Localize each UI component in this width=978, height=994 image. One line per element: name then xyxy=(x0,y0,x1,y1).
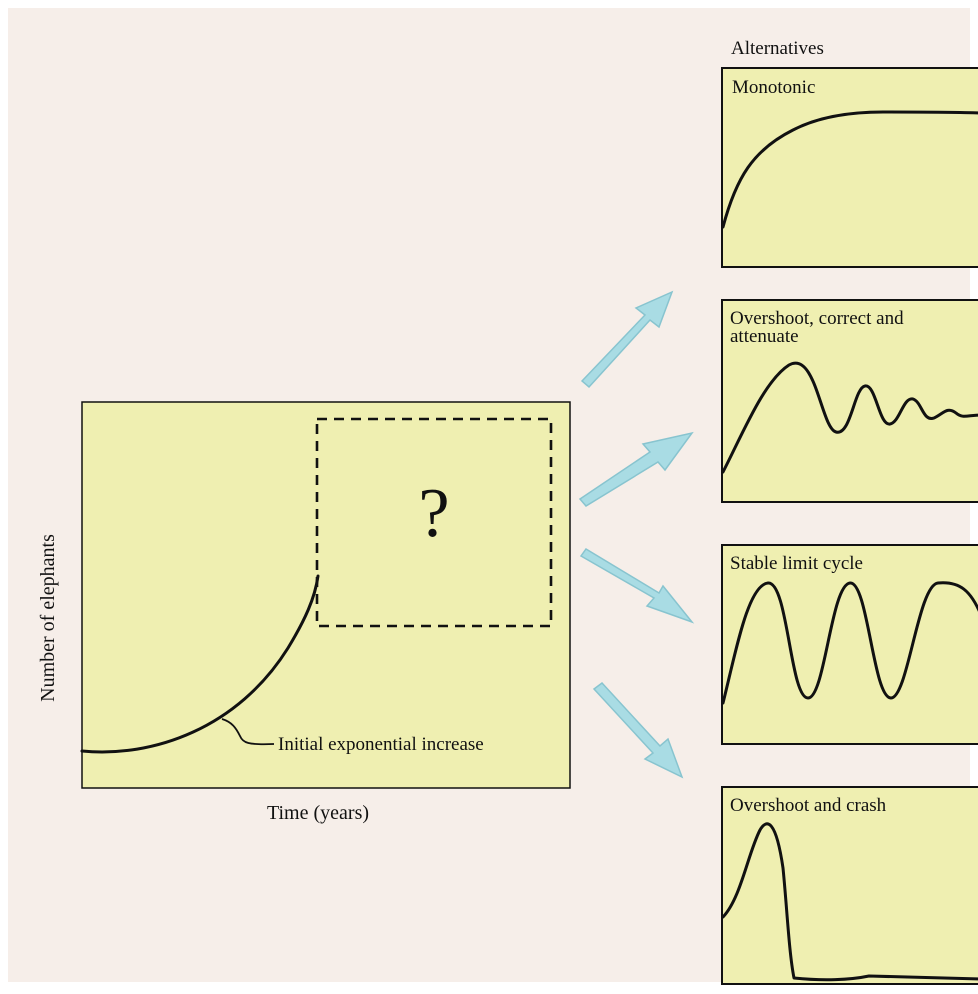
attenuate-curve xyxy=(721,361,978,474)
curve-label-leader xyxy=(221,718,275,746)
population-scenarios-diagram: ? Initial exponential increase Time (yea… xyxy=(37,38,978,985)
y-axis-label: Number of elephants xyxy=(37,534,59,702)
alternative-panel-crash: Overshoot and crash xyxy=(721,786,978,985)
alternative-panel-attenuate: Overshoot, correct and attenuate xyxy=(721,299,978,503)
x-axis-label: Time (years) xyxy=(267,802,369,824)
arrow-to-crash xyxy=(592,681,684,779)
crash-curve xyxy=(721,822,978,982)
alternative-title-crash: Overshoot and crash xyxy=(730,795,887,816)
main-curve-label: Initial exponential increase xyxy=(278,734,484,755)
alternative-title-attenuate-line-2: attenuate xyxy=(730,326,799,347)
exponential-curve xyxy=(80,574,320,754)
limit-cycle-curve xyxy=(721,581,978,705)
alternative-title-monotonic: Monotonic xyxy=(732,77,815,98)
main-plot-panel xyxy=(81,401,571,789)
alternative-panel-monotonic: Monotonic xyxy=(721,67,978,268)
alternative-panel-limit-cycle: Stable limit cycle xyxy=(721,544,978,745)
arrow-to-monotonic xyxy=(580,290,674,389)
alternative-title-limit-cycle: Stable limit cycle xyxy=(730,553,863,574)
arrow-to-attenuate xyxy=(578,431,694,507)
question-mark: ? xyxy=(418,475,449,552)
alternatives-heading: Alternatives xyxy=(731,38,824,59)
arrow-to-limit-cycle xyxy=(579,547,695,624)
diagram-canvas: ? Initial exponential increase Time (yea… xyxy=(8,8,978,985)
alternative-title-attenuate-line-1: Overshoot, correct and xyxy=(730,308,904,329)
monotonic-curve xyxy=(721,110,978,229)
